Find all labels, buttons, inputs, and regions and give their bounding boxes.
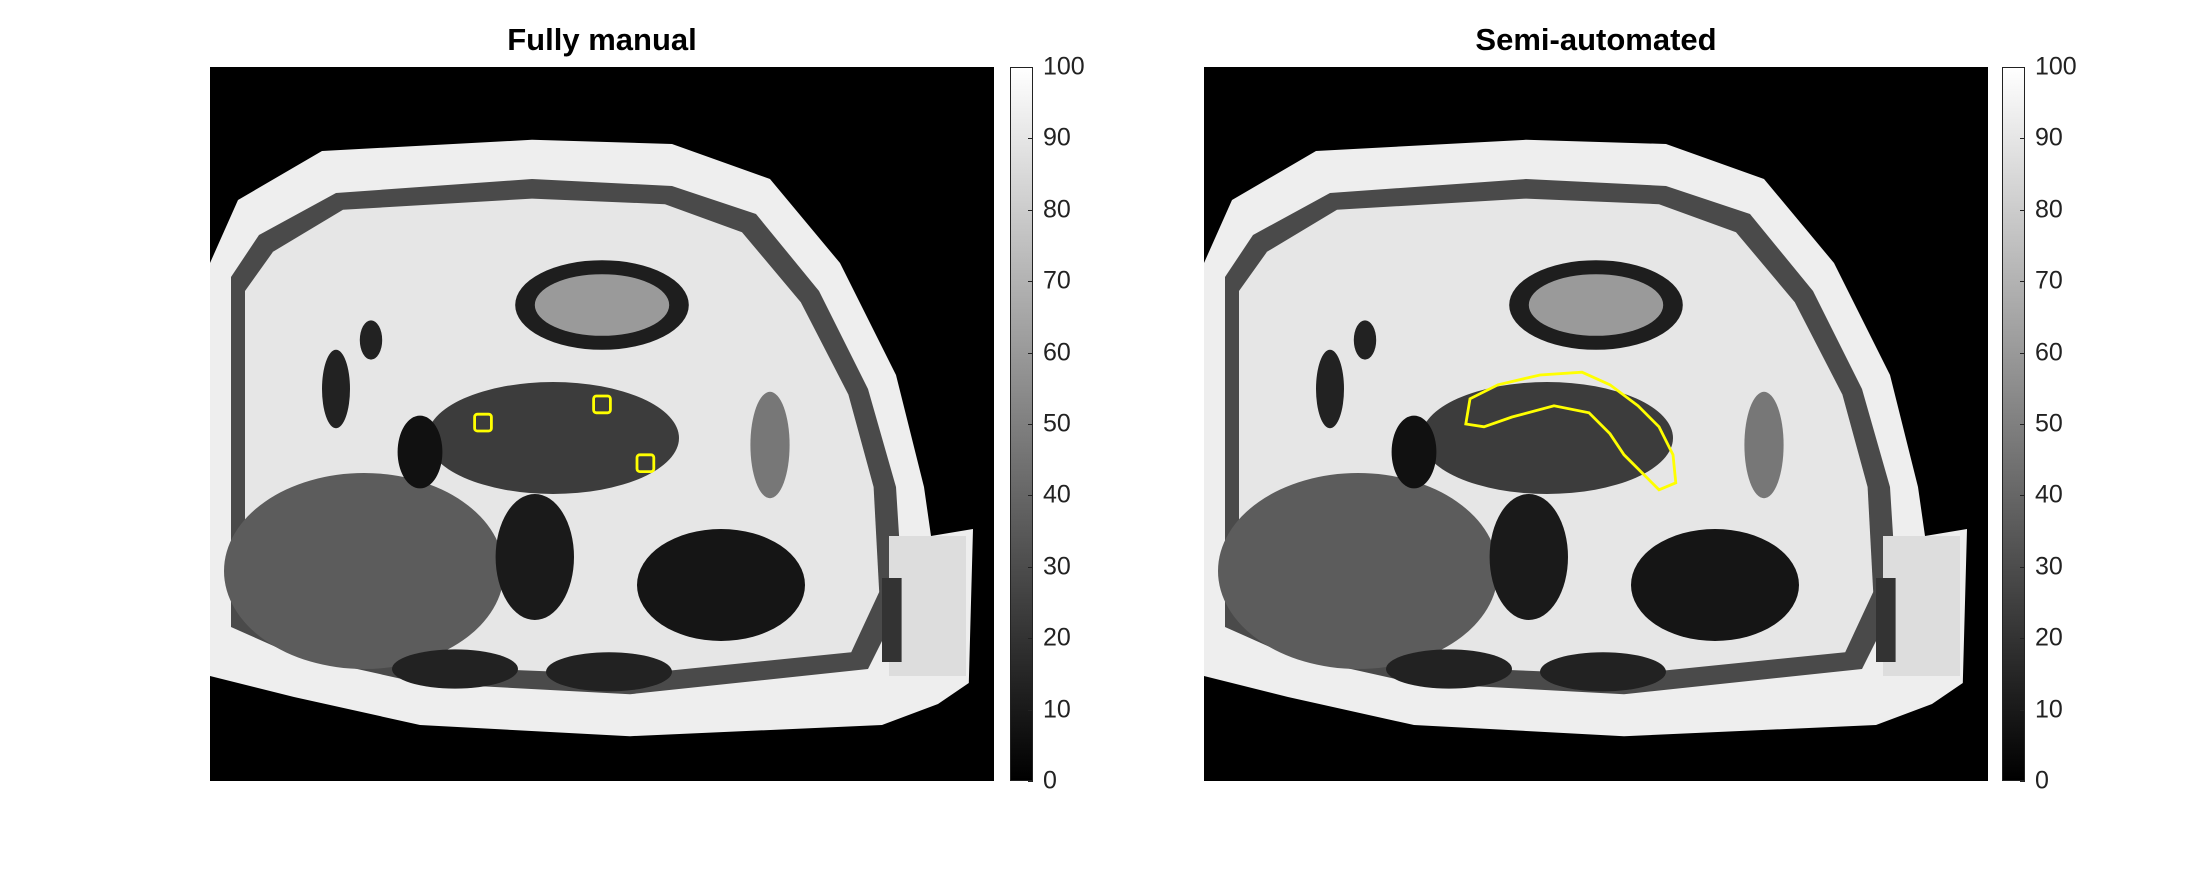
colorbar-tick-label: 60	[1043, 338, 1071, 367]
colorbar-tick	[2020, 138, 2025, 140]
colorbar-tick-label: 20	[2035, 623, 2063, 652]
colorbar-tick	[2020, 495, 2025, 497]
back-muscle-left	[392, 649, 518, 689]
arm	[889, 536, 966, 676]
colorbar-tick-label: 30	[2035, 552, 2063, 581]
bowel-1	[322, 349, 350, 429]
bowel-3	[1744, 391, 1784, 499]
colorbar-tick	[2020, 209, 2025, 211]
back-muscle-right	[546, 652, 672, 692]
colorbar-tick-label: 50	[2035, 409, 2063, 438]
bowel-2	[359, 320, 383, 360]
colorbar-tick-label: 60	[2035, 338, 2063, 367]
colorbar-tick-label: 20	[1043, 623, 1071, 652]
vertebra	[495, 494, 574, 620]
colorbar-tick	[2020, 566, 2025, 568]
back-muscle-left	[1386, 649, 1512, 689]
colorbar-tick	[1028, 495, 1033, 497]
panel2-image	[1204, 67, 1988, 781]
colorbar-tick-label: 50	[1043, 409, 1071, 438]
arm-dark	[1876, 578, 1896, 662]
liver	[1218, 473, 1498, 669]
bowel-3	[750, 391, 790, 499]
colorbar-tick	[2020, 638, 2025, 640]
arm-dark	[882, 578, 902, 662]
colorbar-tick-label: 90	[1043, 123, 1071, 152]
colorbar-tick-label: 80	[2035, 195, 2063, 224]
spleen-stomach	[1631, 529, 1799, 641]
colorbar-tick-label: 0	[2035, 766, 2049, 795]
arm	[1883, 536, 1960, 676]
roi-square-1	[473, 412, 493, 433]
bowel-2	[1353, 320, 1377, 360]
colorbar-tick-label: 10	[1043, 695, 1071, 724]
colorbar-tick	[1028, 424, 1033, 425]
colorbar-tick	[1028, 138, 1033, 140]
vertebra	[1489, 494, 1568, 620]
colorbar-tick-label: 90	[2035, 123, 2063, 152]
colorbar-tick	[2020, 67, 2025, 68]
spleen-stomach	[637, 529, 805, 641]
colorbar-tick	[1028, 638, 1033, 640]
colorbar-tick	[1028, 209, 1033, 211]
colorbar-tick	[2020, 352, 2025, 354]
colorbar-tick	[2020, 281, 2025, 283]
colorbar-tick-label: 30	[1043, 552, 1071, 581]
bowel-1	[1316, 349, 1344, 429]
roi-square-2	[592, 394, 612, 415]
colorbar-tick-label: 80	[1043, 195, 1071, 224]
colorbar-tick	[1028, 566, 1033, 568]
colon-contents	[534, 274, 670, 336]
roi-square-3	[635, 453, 656, 473]
colorbar-tick-label: 100	[2035, 52, 2077, 81]
panel1-image	[210, 67, 994, 781]
colorbar-tick-label: 70	[2035, 266, 2063, 295]
colorbar-tick-label: 40	[1043, 480, 1071, 509]
colorbar-tick	[2020, 781, 2025, 782]
kidney-left	[397, 415, 443, 489]
liver	[224, 473, 504, 669]
panel2-title: Semi-automated	[1475, 22, 1717, 57]
colorbar-tick	[2020, 709, 2025, 711]
pancreas-region	[1421, 382, 1673, 494]
kidney-left	[1391, 415, 1437, 489]
panel1-svg	[210, 139, 973, 737]
segmentation-contour	[1464, 370, 1678, 492]
colorbar-tick	[1028, 67, 1033, 68]
colorbar-tick	[1028, 352, 1033, 354]
panel1-title: Fully manual	[507, 22, 697, 57]
back-muscle-right	[1540, 652, 1666, 692]
colorbar-tick-label: 70	[1043, 266, 1071, 295]
panel2-svg	[1204, 139, 1967, 737]
colorbar-tick-label: 40	[2035, 480, 2063, 509]
colorbar-tick	[1028, 781, 1033, 782]
colorbar-tick-label: 100	[1043, 52, 1085, 81]
colorbar-tick-label: 0	[1043, 766, 1057, 795]
colorbar-tick	[1028, 709, 1033, 711]
colorbar-tick-label: 10	[2035, 695, 2063, 724]
pancreas-region	[427, 382, 679, 494]
colon-contents	[1528, 274, 1664, 336]
colorbar-tick	[2020, 424, 2025, 425]
colorbar-tick	[1028, 281, 1033, 283]
